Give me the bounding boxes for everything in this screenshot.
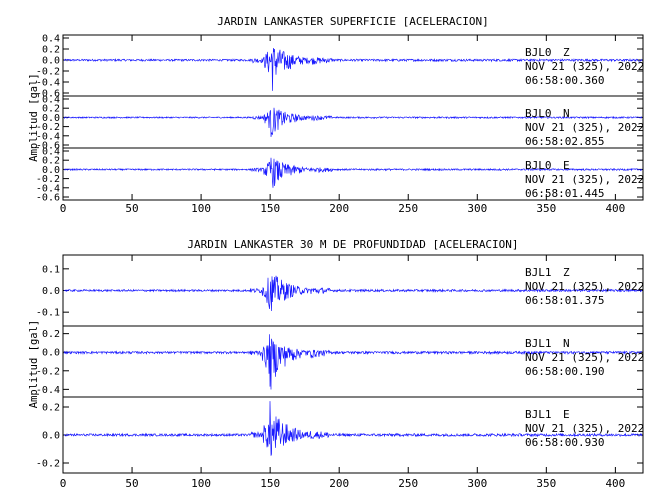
component-label: Z bbox=[563, 266, 570, 279]
y-tick-label: -0.6 bbox=[36, 89, 60, 100]
station-code: BJL0 bbox=[525, 107, 552, 120]
x-tick-label: 300 bbox=[467, 202, 487, 215]
y-tick-label: -0.4 bbox=[36, 78, 60, 89]
component-label: E bbox=[563, 408, 570, 421]
x-tick-label: 300 bbox=[467, 477, 487, 490]
component-label: E bbox=[563, 159, 570, 172]
y-tick-label: -0.2 bbox=[36, 122, 60, 133]
chart-title: JARDIN LANKASTER 30 M DE PROFUNDIDAD [AC… bbox=[187, 238, 518, 251]
y-tick-label: 0.0 bbox=[42, 113, 60, 124]
y-tick-label: -0.4 bbox=[36, 183, 60, 194]
y-tick-label: -0.2 bbox=[36, 459, 60, 470]
x-tick-label: 100 bbox=[191, 202, 211, 215]
y-tick-label: -0.2 bbox=[36, 174, 60, 185]
y-tick-label: 0.0 bbox=[42, 431, 60, 442]
record-time: 06:58:02.855 bbox=[525, 135, 604, 148]
y-tick-label: -0.2 bbox=[36, 67, 60, 78]
record-time: 06:58:00.360 bbox=[525, 74, 604, 87]
record-date: NOV 21 (325), 2022 bbox=[525, 173, 644, 186]
y-tick-label: 0.0 bbox=[42, 165, 60, 176]
waveform-trace bbox=[63, 157, 643, 188]
x-tick-label: 250 bbox=[398, 477, 418, 490]
record-date: NOV 21 (325), 2022 bbox=[525, 121, 644, 134]
y-tick-label: 0.2 bbox=[42, 45, 60, 56]
x-tick-label: 150 bbox=[260, 477, 280, 490]
station-code: BJL0 bbox=[525, 46, 552, 59]
y-tick-label: -0.4 bbox=[36, 131, 60, 142]
x-tick-label: 150 bbox=[260, 202, 280, 215]
component-label: N bbox=[563, 107, 570, 120]
station-code: BJL1 bbox=[525, 337, 552, 350]
x-tick-label: 0 bbox=[60, 202, 67, 215]
y-tick-label: 0.0 bbox=[42, 348, 60, 359]
waveform-trace bbox=[63, 275, 643, 312]
waveform-trace bbox=[63, 334, 643, 390]
y-tick-label: 0.2 bbox=[42, 403, 60, 414]
x-tick-label: 200 bbox=[329, 202, 349, 215]
x-tick-label: 400 bbox=[605, 477, 625, 490]
record-time: 06:58:01.375 bbox=[525, 294, 604, 307]
component-label: N bbox=[563, 337, 570, 350]
x-tick-label: 250 bbox=[398, 202, 418, 215]
station-code: BJL0 bbox=[525, 159, 552, 172]
x-tick-label: 350 bbox=[536, 477, 556, 490]
waveform-trace bbox=[63, 47, 643, 91]
station-code: BJL1 bbox=[525, 266, 552, 279]
component-label: Z bbox=[563, 46, 570, 59]
y-tick-label: -0.1 bbox=[36, 308, 60, 319]
record-date: NOV 21 (325), 2022 bbox=[525, 351, 644, 364]
chart-title: JARDIN LANKASTER SUPERFICIE [ACELERACION… bbox=[217, 15, 489, 28]
record-time: 06:58:00.190 bbox=[525, 365, 604, 378]
x-tick-label: 100 bbox=[191, 477, 211, 490]
record-date: NOV 21 (325), 2022 bbox=[525, 422, 644, 435]
record-time: 06:58:00.930 bbox=[525, 436, 604, 449]
x-tick-label: 400 bbox=[605, 202, 625, 215]
y-axis-label: Amplitud [gal] bbox=[28, 320, 40, 409]
y-tick-label: 0.4 bbox=[42, 95, 60, 106]
panel-frame bbox=[62, 147, 644, 201]
waveform-trace bbox=[63, 107, 643, 137]
x-tick-label: 0 bbox=[60, 477, 67, 490]
x-tick-label: 50 bbox=[125, 202, 138, 215]
station-code: BJL1 bbox=[525, 408, 552, 421]
x-tick-label: 50 bbox=[125, 477, 138, 490]
y-tick-label: 0.4 bbox=[42, 147, 60, 158]
waveform-trace bbox=[63, 401, 643, 456]
y-tick-label: 0.4 bbox=[42, 34, 60, 45]
y-tick-label: -0.6 bbox=[36, 193, 60, 204]
record-date: NOV 21 (325), 2022 bbox=[525, 60, 644, 73]
y-tick-label: 0.2 bbox=[42, 104, 60, 115]
y-tick-label: 0.2 bbox=[42, 156, 60, 167]
y-tick-label: 0.0 bbox=[42, 56, 60, 67]
x-tick-label: 200 bbox=[329, 477, 349, 490]
y-tick-label: -0.6 bbox=[36, 141, 60, 152]
y-axis-label: Amplitud [gal] bbox=[28, 73, 40, 162]
y-tick-label: 0.2 bbox=[42, 329, 60, 340]
record-date: NOV 21 (325), 2022 bbox=[525, 280, 644, 293]
y-tick-label: 0.0 bbox=[42, 286, 60, 297]
record-time: 06:58:01.445 bbox=[525, 187, 604, 200]
y-tick-label: -0.2 bbox=[36, 366, 60, 377]
x-tick-label: 350 bbox=[536, 202, 556, 215]
y-tick-label: 0.1 bbox=[42, 264, 60, 275]
y-tick-label: -0.4 bbox=[36, 385, 60, 396]
